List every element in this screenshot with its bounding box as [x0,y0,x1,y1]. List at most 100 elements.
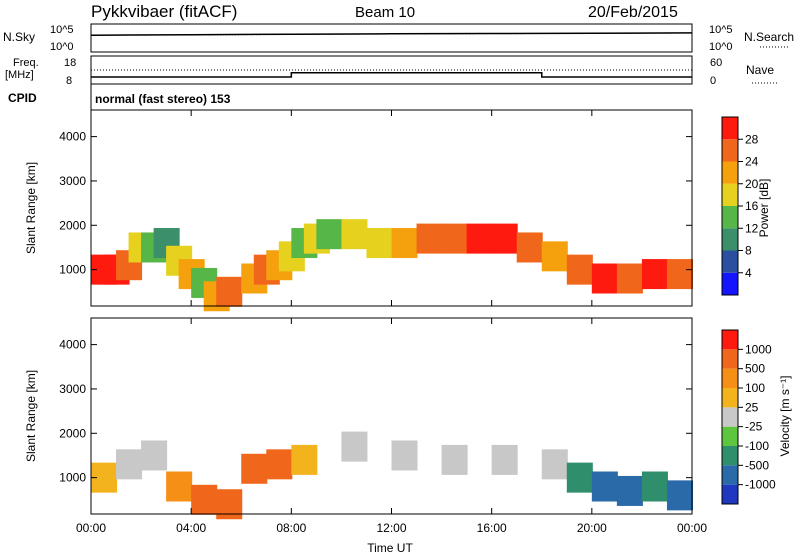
velocity-ytick-label: 2000 [59,426,86,440]
beam-title: Beam 10 [355,4,415,21]
velocity-ylabel: Slant Range [km] [24,370,38,462]
velocity-cell [441,444,468,475]
station-title: Pykkvibaer (fitACF) [91,2,237,21]
power-colorbar-swatch [722,117,738,140]
power-cell [666,259,693,290]
velocity-colorbar-tick-label: -500 [745,458,769,472]
velocity-colorbar-swatch [722,368,738,388]
velocity-cell [541,449,568,480]
velocity-cell [216,489,243,520]
date-title: 20/Feb/2015 [588,4,678,21]
power-cell [541,241,568,272]
freq-left-tick-top: 18 [64,57,76,69]
sky-left-label: N.Sky [3,30,35,44]
power-cell [366,228,393,259]
velocity-heatmap [91,431,693,520]
velocity-cell [341,431,368,462]
velocity-yaxis: 1000 2000 3000 4000 [59,338,692,485]
time-tick-label: 16:00 [477,521,507,535]
power-colorbar-tick-label: 24 [745,155,759,169]
power-colorbar-swatch [722,272,738,295]
power-cell [516,232,543,263]
velocity-colorbar-tick-label: -25 [745,420,763,434]
velocity-cell [141,440,168,471]
sky-left-tick-bottom: 10^0 [50,41,74,53]
time-axis: 00:00 04:00 08:00 12:00 16:00 20:00 00:00 [76,110,707,535]
velocity-cell [566,462,593,493]
power-colorbar-tick-label: 16 [745,199,759,213]
power-cell [591,263,618,294]
velocity-cell [391,440,418,471]
velocity-colorbar-tick-label: -1000 [745,478,776,492]
power-ytick-label: 4000 [59,130,86,144]
velocity-colorbar-tick-label: 100 [745,381,765,395]
power-colorbar-swatch [722,161,738,184]
velocity-colorbar: 1000 500 100 25 -25 -100 -500 -1000 [721,329,776,505]
velocity-cell [616,475,643,506]
nave-label: Nave [746,63,774,77]
power-cell [341,219,368,250]
cpid-mode: normal (fast stereo) 153 [95,92,231,106]
velocity-colorbar-swatch [722,388,738,408]
power-colorbar-swatch [722,228,738,251]
velocity-ytick-label: 3000 [59,382,86,396]
velocity-colorbar-frame [721,329,739,505]
power-ytick-label: 2000 [59,218,86,232]
velocity-cell [491,444,518,475]
power-ytick-label: 3000 [59,174,86,188]
power-heatmap [91,219,693,312]
power-colorbar-tick-label: 12 [745,221,759,235]
velocity-cell [591,471,618,502]
velocity-cell [641,471,668,502]
power-colorbar: 4 8 12 16 20 24 28 [721,116,759,296]
power-cell [441,223,468,254]
freq-line [91,72,692,78]
power-cell [391,228,418,259]
time-tick-label: 00:00 [677,521,707,535]
sky-right-tick-top: 10^5 [709,24,733,36]
velocity-cell [191,484,218,515]
nave-tick-bottom: 0 [710,75,716,87]
velocity-cell [266,449,293,480]
velocity-colorbar-swatch [722,330,738,350]
velocity-colorbar-swatch [722,484,738,504]
time-tick-label: 04:00 [176,521,206,535]
power-colorbar-tick-label: 8 [745,244,752,258]
sky-right-label: N.Search [744,30,794,44]
power-cell [566,254,593,285]
power-ytick-label: 1000 [59,263,86,277]
power-colorbar-swatch [722,206,738,229]
cpid-label: CPID [8,91,37,105]
velocity-cell [116,449,143,480]
freq-label-line2: [MHz] [5,69,34,81]
power-yaxis: 1000 2000 3000 4000 [59,130,692,277]
time-tick-label: 12:00 [376,521,406,535]
velocity-colorbar-swatch [722,349,738,369]
velocity-colorbar-swatch [722,407,738,427]
nsearch-line [90,32,693,36]
velocity-colorbar-swatch [722,426,738,446]
power-cell [616,263,643,294]
velocity-colorbar-tick-label: -100 [745,439,769,453]
velocity-ytick-label: 1000 [59,471,86,485]
power-colorbar-swatch [722,183,738,206]
power-colorbar-tick-label: 4 [745,266,752,280]
velocity-colorbar-swatch [722,446,738,466]
sky-left-tick-top: 10^5 [50,24,74,36]
velocity-cell [166,471,193,502]
freq-label-line1: Freq. [13,57,39,69]
sky-right-tick-bottom: 10^0 [709,41,733,53]
velocity-colorbar-tick-label: 500 [745,362,765,376]
power-colorbar-label: Power [dB] [757,179,771,238]
velocity-cell [291,444,318,475]
power-cell [491,223,518,254]
power-ylabel: Slant Range [km] [24,162,38,254]
velocity-ytick-label: 4000 [59,338,86,352]
time-tick-label: 08:00 [276,521,306,535]
time-axis-label: Time UT [367,541,413,554]
freq-left-tick-bottom: 8 [66,75,72,87]
nave-tick-top: 60 [710,57,722,69]
velocity-colorbar-swatch [722,465,738,485]
velocity-colorbar-label: Velocity [m s⁻¹] [778,375,792,456]
